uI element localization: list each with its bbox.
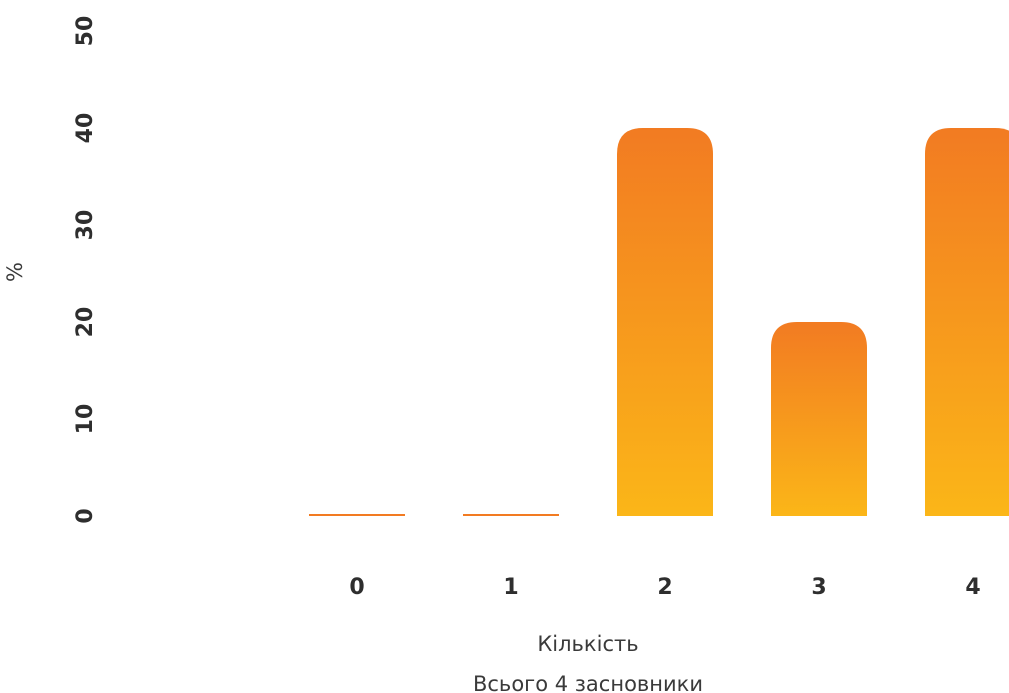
y-tick-label: 10	[73, 404, 98, 435]
x-axis-ticks: 0 1 2 3 4	[349, 575, 980, 600]
x-tick-label: 1	[503, 575, 518, 600]
bar-0	[309, 514, 405, 516]
chart-subtitle: Всього 4 засновники	[473, 672, 703, 693]
bars	[309, 128, 1009, 516]
x-tick-label: 4	[965, 575, 980, 600]
bar-4	[925, 128, 1009, 516]
bar-2	[617, 128, 713, 516]
x-axis-label: Кількість	[537, 632, 638, 656]
y-tick-label: 50	[73, 16, 98, 47]
y-tick-label: 0	[73, 508, 98, 523]
x-tick-label: 0	[349, 575, 364, 600]
x-tick-label: 2	[657, 575, 672, 600]
x-tick-label: 3	[811, 575, 826, 600]
bar-3	[771, 322, 867, 516]
bar-1	[463, 514, 559, 516]
y-tick-label: 30	[73, 210, 98, 241]
y-tick-label: 40	[73, 113, 98, 144]
y-axis-label: %	[3, 262, 27, 282]
y-tick-label: 20	[73, 307, 98, 338]
y-axis-ticks: 0 10 20 30 40 50	[73, 16, 98, 524]
